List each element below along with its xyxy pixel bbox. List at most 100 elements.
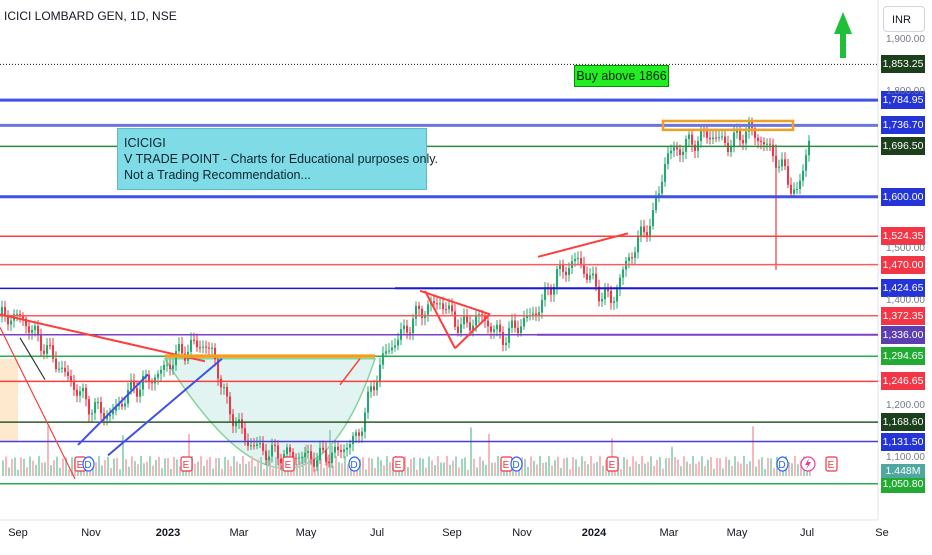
volume-bar <box>605 459 607 476</box>
triangle-line[interactable] <box>419 289 491 316</box>
trend-line[interactable] <box>339 358 361 386</box>
volume-bar <box>419 457 421 476</box>
candle-body <box>301 457 303 459</box>
volume-bar <box>734 456 736 476</box>
consolidation-box[interactable] <box>661 119 795 132</box>
volume-bar <box>554 460 556 476</box>
candle-body <box>604 289 606 300</box>
volume-bar <box>716 458 718 476</box>
volume-bar <box>791 463 793 476</box>
volume-bar <box>479 456 481 476</box>
volume-bar <box>689 463 691 476</box>
volume-bar <box>434 465 436 476</box>
volume-bar <box>644 463 646 476</box>
candle-body <box>46 345 48 354</box>
candle-body <box>718 137 720 139</box>
volume-bar <box>797 464 799 476</box>
rising-wedge-line[interactable] <box>537 232 629 258</box>
volume-bar <box>377 456 379 476</box>
resistance-trendline[interactable] <box>0 313 206 363</box>
volume-bar <box>32 460 34 476</box>
candle-body <box>295 457 297 459</box>
volume-bar <box>800 461 802 476</box>
candle-body <box>502 331 504 345</box>
earnings-marker[interactable] <box>606 456 619 472</box>
candle-body <box>688 134 690 140</box>
lightning-icon <box>805 458 811 470</box>
volume-bar <box>752 426 754 476</box>
candle-body <box>493 329 495 332</box>
volume-bar <box>11 458 13 476</box>
volume-bar <box>173 457 175 476</box>
candle-body <box>127 389 129 404</box>
dividend-marker[interactable] <box>82 456 95 472</box>
trend-line[interactable] <box>19 337 46 380</box>
volume-bar <box>98 456 100 476</box>
volume-bar <box>587 464 589 476</box>
candle-body <box>247 440 249 446</box>
volume-bar <box>686 461 688 476</box>
volume-bar <box>491 462 493 476</box>
candle-body <box>451 305 453 312</box>
volume-bar <box>596 461 598 476</box>
candle-body <box>766 143 768 145</box>
volume-bar <box>362 457 364 476</box>
candle-body <box>556 269 558 288</box>
note-line: Not a Trading Recommendation... <box>124 168 311 182</box>
volume-bar <box>347 464 349 476</box>
candle-body <box>736 129 738 133</box>
dividend-marker[interactable] <box>776 456 789 472</box>
volume-bar <box>683 456 685 476</box>
candle-body <box>460 324 462 333</box>
price-level-label: 1,696.50 <box>881 137 925 156</box>
price-level-label: 1,168.60 <box>881 413 925 432</box>
candle-body <box>61 367 63 369</box>
earnings-marker[interactable] <box>180 456 193 472</box>
volume-bar <box>113 458 115 476</box>
volume-bar <box>530 456 532 476</box>
candle-body <box>238 419 240 423</box>
dividend-marker[interactable] <box>348 456 361 472</box>
candle-body <box>157 373 159 378</box>
volume-bar <box>482 460 484 476</box>
candle-body <box>139 389 141 397</box>
volume-bar <box>356 466 358 476</box>
volume-bar <box>770 458 772 476</box>
trend-line[interactable] <box>0 327 76 480</box>
earnings-marker[interactable] <box>825 456 838 472</box>
channel-line[interactable] <box>107 357 223 457</box>
triangle-line[interactable] <box>424 290 456 349</box>
volume-bar <box>95 462 97 476</box>
earnings-marker[interactable] <box>392 456 405 472</box>
candle-body <box>520 326 522 334</box>
x-tick-label: 2024 <box>581 527 607 539</box>
triangle-line[interactable] <box>454 313 491 349</box>
volume-bar <box>674 456 676 476</box>
earnings-marker[interactable] <box>282 456 295 472</box>
candle-body <box>673 147 675 151</box>
volume-bar <box>134 461 136 476</box>
volume-bar <box>788 462 790 476</box>
candle-body <box>217 359 219 379</box>
currency-selector[interactable]: INR <box>883 6 925 32</box>
x-tick-label: Nov <box>512 527 532 539</box>
candle-body <box>268 456 270 461</box>
candle-body <box>763 142 765 145</box>
volume-bar <box>677 459 679 476</box>
channel-line[interactable] <box>77 373 149 446</box>
candle-body <box>511 320 513 328</box>
x-tick-label: May <box>726 527 748 539</box>
volume-bar <box>71 457 73 476</box>
volume-bar <box>179 466 181 476</box>
volume-bar <box>635 461 637 476</box>
y-tick-label: 1,500.00 <box>886 243 925 254</box>
volume-bar <box>572 457 574 476</box>
volume-bar <box>638 464 640 476</box>
candle-body <box>55 358 57 370</box>
dividend-marker[interactable] <box>510 456 523 472</box>
volume-bar <box>320 458 322 476</box>
candle-body <box>328 461 330 464</box>
candle-body <box>799 180 801 189</box>
volume-bar <box>755 466 757 476</box>
